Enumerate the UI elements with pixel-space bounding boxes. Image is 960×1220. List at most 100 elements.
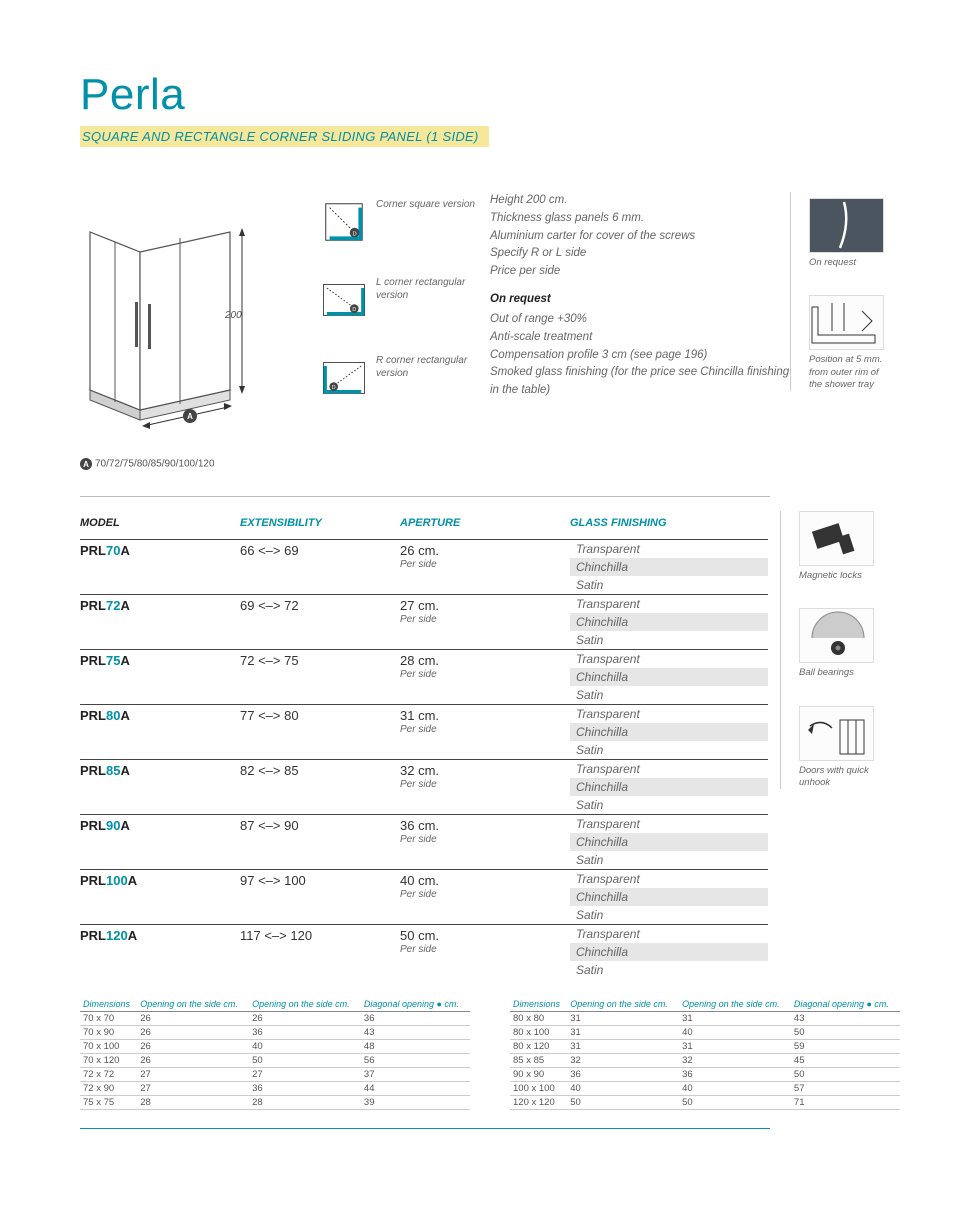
glass-option: Transparent <box>570 540 768 558</box>
dim-row: 75 x 75282839 <box>80 1096 470 1110</box>
dim-cell: 70 x 100 <box>80 1040 137 1054</box>
dim-cell: 40 <box>567 1082 679 1096</box>
extensibility-value: 72 <–> 75 <box>240 650 400 705</box>
glass-option: Chinchilla <box>570 558 768 576</box>
specs-text: Height 200 cm.Thickness glass panels 6 m… <box>490 192 790 400</box>
main-diagram: A 200 A70/72/75/80/85/90/100/120 <box>80 192 310 470</box>
height-label: 200 <box>225 310 242 321</box>
dim-cell: 36 <box>567 1068 679 1082</box>
model-name: PRL70A <box>80 540 240 595</box>
dim-cell: 48 <box>361 1040 470 1054</box>
version-label: R corner rectangular version <box>376 354 480 380</box>
extensibility-value: 77 <–> 80 <box>240 705 400 760</box>
dim-cell: 31 <box>567 1026 679 1040</box>
dim-cell: 31 <box>679 1040 791 1054</box>
dim-row: 80 x 100314050 <box>510 1026 900 1040</box>
unhook-icon <box>799 706 874 761</box>
feature-label: Doors with quick unhook <box>799 765 884 790</box>
spec-request-line: Smoked glass finishing (for the price se… <box>490 364 790 400</box>
dim-header: Dimensions <box>80 997 137 1012</box>
extensibility-value: 66 <–> 69 <box>240 540 400 595</box>
glass-option: Chinchilla <box>570 888 768 906</box>
aperture-value: 36 cm.Per side <box>400 815 570 870</box>
glass-finishing: TransparentChinchillaSatin <box>570 925 768 980</box>
footer-divider <box>80 1128 770 1129</box>
lock-icon <box>799 511 874 566</box>
model-row: PRL80A77 <–> 8031 cm.Per sideTransparent… <box>80 705 768 760</box>
col-model: MODEL <box>80 511 240 540</box>
dim-cell: 70 x 90 <box>80 1026 137 1040</box>
dim-cell: 45 <box>791 1054 900 1068</box>
model-row: PRL70A66 <–> 6926 cm.Per sideTransparent… <box>80 540 768 595</box>
model-name: PRL100A <box>80 870 240 925</box>
dim-cell: 120 x 120 <box>510 1096 567 1110</box>
dim-cell: 26 <box>249 1012 361 1026</box>
glass-option: Satin <box>570 796 768 814</box>
dim-row: 70 x 90263643 <box>80 1026 470 1040</box>
dim-row: 70 x 100264048 <box>80 1040 470 1054</box>
feature-item: Ball bearings <box>799 608 900 679</box>
glass-option: Transparent <box>570 760 768 778</box>
glass-finishing: TransparentChinchillaSatin <box>570 815 768 870</box>
version-label: Corner square version <box>376 198 475 211</box>
model-name: PRL72A <box>80 595 240 650</box>
extensibility-value: 82 <–> 85 <box>240 760 400 815</box>
dim-cell: 50 <box>249 1054 361 1068</box>
spec-line: Height 200 cm. <box>490 192 790 210</box>
aperture-value: 50 cm.Per side <box>400 925 570 980</box>
dim-header: Opening on the side cm. <box>567 997 679 1012</box>
dim-row: 100 x 100404057 <box>510 1082 900 1096</box>
spec-request-line: Compensation profile 3 cm (see page 196) <box>490 347 790 365</box>
dim-header: Dimensions <box>510 997 567 1012</box>
dim-cell: 36 <box>249 1082 361 1096</box>
glass-option: Chinchilla <box>570 778 768 796</box>
dim-cell: 80 x 80 <box>510 1012 567 1026</box>
spec-request-line: Out of range +30% <box>490 311 790 329</box>
dim-cell: 28 <box>249 1096 361 1110</box>
section-divider <box>80 496 770 497</box>
aperture-value: 26 cm.Per side <box>400 540 570 595</box>
on-request-header: On request <box>490 291 790 309</box>
feature-label: On request <box>809 257 894 269</box>
aperture-value: 40 cm.Per side <box>400 870 570 925</box>
dim-cell: 40 <box>679 1082 791 1096</box>
dim-row: 90 x 90363650 <box>510 1068 900 1082</box>
dim-cell: 57 <box>791 1082 900 1096</box>
feature-item: Magnetic locks <box>799 511 900 582</box>
dim-row: 72 x 90273644 <box>80 1082 470 1096</box>
dim-cell: 27 <box>249 1068 361 1082</box>
feature-label: Ball bearings <box>799 667 884 679</box>
dim-cell: 26 <box>137 1040 249 1054</box>
glass-option: Chinchilla <box>570 723 768 741</box>
spec-line: Aluminium carter for cover of the screws <box>490 228 790 246</box>
glass-finishing: TransparentChinchillaSatin <box>570 760 768 815</box>
glass-option: Transparent <box>570 705 768 723</box>
spec-line: Thickness glass panels 6 mm. <box>490 210 790 228</box>
dim-cell: 32 <box>679 1054 791 1068</box>
dim-cell: 43 <box>791 1012 900 1026</box>
dim-cell: 85 x 85 <box>510 1054 567 1068</box>
page-subtitle: SQUARE AND RECTANGLE CORNER SLIDING PANE… <box>80 126 489 147</box>
glass-option: Transparent <box>570 925 768 943</box>
svg-text:D: D <box>332 385 336 391</box>
dim-cell: 100 x 100 <box>510 1082 567 1096</box>
glass-finishing: TransparentChinchillaSatin <box>570 705 768 760</box>
extensibility-value: 69 <–> 72 <box>240 595 400 650</box>
tray-icon <box>809 295 884 350</box>
glass-option: Satin <box>570 851 768 869</box>
aperture-value: 27 cm.Per side <box>400 595 570 650</box>
version-item: D R corner rectangular version <box>320 354 480 402</box>
dim-cell: 40 <box>679 1026 791 1040</box>
dim-cell: 70 x 70 <box>80 1012 137 1026</box>
col-glass: GLASS FINISHING <box>570 511 768 540</box>
dimensions-tables: DimensionsOpening on the side cm.Opening… <box>80 997 900 1110</box>
dim-cell: 36 <box>361 1012 470 1026</box>
col-aperture: APERTURE <box>400 511 570 540</box>
dim-cell: 72 x 72 <box>80 1068 137 1082</box>
glass-option: Chinchilla <box>570 613 768 631</box>
spec-request-line: Anti-scale treatment <box>490 329 790 347</box>
version-item: DCorner square version <box>320 198 480 246</box>
glass-option: Satin <box>570 961 768 979</box>
glass-finishing: TransparentChinchillaSatin <box>570 595 768 650</box>
dim-cell: 26 <box>137 1026 249 1040</box>
